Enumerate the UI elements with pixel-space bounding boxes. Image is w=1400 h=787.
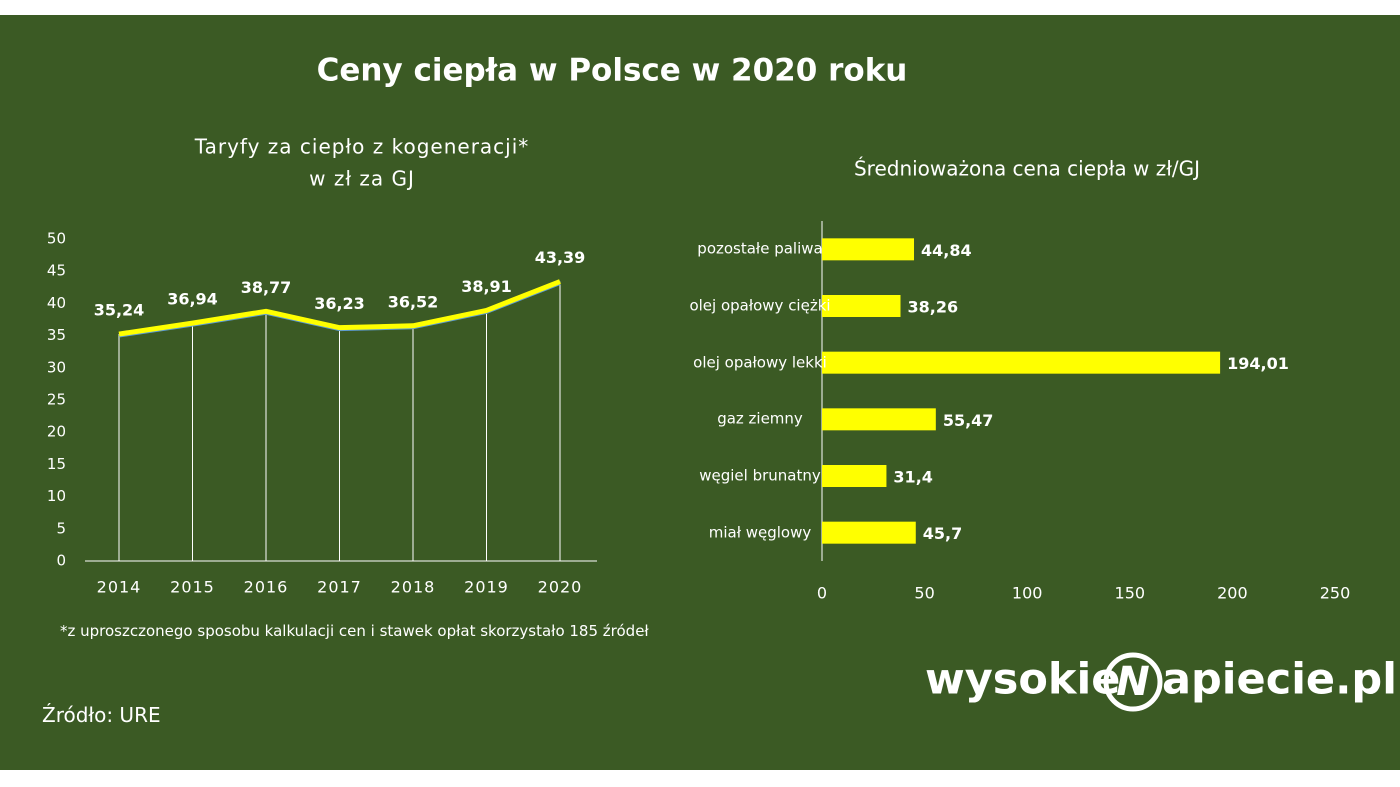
data-label: 43,39 bbox=[535, 248, 586, 267]
y-tick-label: 5 bbox=[56, 519, 66, 537]
data-label: 36,94 bbox=[167, 290, 218, 309]
x-tick-label: 200 bbox=[1217, 584, 1248, 603]
y-tick-label: 15 bbox=[47, 455, 66, 473]
x-tick-label: 150 bbox=[1115, 584, 1146, 603]
data-label: 36,52 bbox=[388, 292, 439, 311]
y-tick-label: olej opałowy ciężki bbox=[689, 296, 831, 315]
y-tick-label: 45 bbox=[47, 262, 66, 280]
chart-subtitle: w zł za GJ bbox=[309, 167, 415, 191]
x-tick-label: 2016 bbox=[244, 578, 289, 597]
x-tick-label: 2017 bbox=[317, 578, 362, 597]
data-label: 38,26 bbox=[908, 298, 959, 317]
logo-circle bbox=[1103, 652, 1163, 712]
background bbox=[0, 15, 1400, 770]
bar bbox=[822, 295, 901, 317]
x-tick-label: 250 bbox=[1320, 584, 1351, 603]
data-label: 44,84 bbox=[921, 241, 972, 260]
data-label: 31,4 bbox=[893, 468, 932, 487]
data-label: 38,91 bbox=[461, 277, 512, 296]
data-label: 45,7 bbox=[923, 524, 962, 543]
data-label: 35,24 bbox=[94, 301, 145, 320]
x-tick-label: 2018 bbox=[391, 578, 436, 597]
y-tick-label: gaz ziemny bbox=[717, 409, 803, 428]
bar bbox=[822, 238, 915, 261]
footnote: *z uproszczonego sposobu kalkulacji cen … bbox=[60, 622, 649, 640]
logo-letter: N bbox=[1116, 659, 1149, 705]
y-tick-label: 40 bbox=[47, 294, 66, 312]
x-tick-label: 2015 bbox=[170, 578, 215, 597]
x-tick-label: 2019 bbox=[464, 578, 509, 597]
y-tick-label: 0 bbox=[56, 552, 66, 570]
x-tick-label: 0 bbox=[817, 584, 827, 603]
y-tick-label: 20 bbox=[47, 423, 66, 441]
bar bbox=[822, 465, 887, 487]
y-tick-label: 25 bbox=[47, 391, 66, 409]
data-line bbox=[118, 279, 561, 337]
chart-title: Taryfy za ciepło z kogeneracji* bbox=[194, 135, 530, 159]
y-tick-label: 35 bbox=[47, 326, 66, 344]
y-tick-label: miał węglowy bbox=[708, 523, 812, 542]
main-title: Ceny ciepła w Polsce w 2020 roku bbox=[317, 53, 908, 89]
y-tick-label: 50 bbox=[47, 230, 66, 248]
y-tick-label: 30 bbox=[47, 358, 66, 376]
chart-title: Średnioważona cena ciepła w zł/GJ bbox=[854, 157, 1200, 181]
source: Źródło: URE bbox=[42, 703, 161, 727]
x-tick-label: 100 bbox=[1012, 584, 1043, 603]
bar bbox=[822, 521, 916, 544]
bar bbox=[822, 408, 936, 431]
data-label: 38,77 bbox=[241, 278, 292, 297]
y-tick-label: olej opałowy lekki bbox=[693, 353, 827, 372]
y-tick-label: węgiel brunatny bbox=[699, 466, 821, 485]
bar bbox=[822, 351, 1221, 374]
x-tick-label: 2020 bbox=[538, 578, 583, 597]
y-tick-label: pozostałe paliwa bbox=[697, 239, 823, 258]
data-label: 194,01 bbox=[1227, 354, 1289, 373]
x-tick-label: 50 bbox=[914, 584, 934, 603]
y-tick-label: 10 bbox=[47, 487, 66, 505]
logo-text: apiecie.pl bbox=[1162, 655, 1397, 705]
data-label: 55,47 bbox=[943, 411, 994, 430]
data-label: 36,23 bbox=[314, 294, 365, 313]
logo-text: wysokie bbox=[925, 655, 1120, 705]
x-tick-label: 2014 bbox=[97, 578, 142, 597]
